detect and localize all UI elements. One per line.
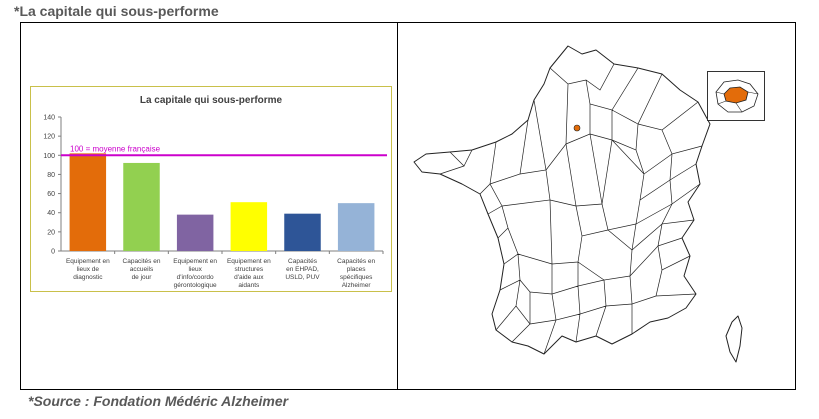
y-tick-label: 20: [47, 229, 55, 236]
bar: [230, 202, 268, 251]
source-note: *Source : Fondation Médéric Alzheimer: [28, 393, 289, 409]
paris-inset: [707, 71, 765, 121]
content-frame: [20, 22, 796, 390]
y-tick-label: 40: [47, 210, 55, 217]
chart-title: La capitale qui sous-performe: [139, 95, 283, 106]
category-label: Equipement en lieux de diagnostic: [65, 258, 110, 281]
bar: [176, 214, 214, 251]
y-tick-label: 140: [43, 115, 55, 122]
corsica: [725, 315, 743, 363]
category-label: Capacités en places spécifiques Alzheimer: [337, 258, 376, 289]
bar: [123, 162, 160, 251]
bar-chart: La capitale qui sous-performe 0 20 40 60 80 1…: [30, 86, 392, 292]
bar: [69, 153, 107, 251]
france-departments-map: [413, 45, 743, 363]
y-tick-label: 0: [51, 249, 55, 256]
france-map: [400, 24, 794, 388]
france-outline: [413, 45, 711, 355]
y-tick-label: 80: [47, 172, 55, 179]
page-title: *La capitale qui sous-performe: [14, 3, 219, 19]
y-tick-label: 120: [43, 134, 55, 141]
paris-inset-map: [715, 79, 759, 113]
category-label: Equipement en lieux d'info/coordo gérontolo…: [173, 258, 218, 289]
bar: [337, 203, 375, 251]
department-borders: [439, 63, 703, 355]
paris-marker: [573, 124, 581, 132]
chart-plot: 0 20 40 60 80 100 120 140 100 = moyenne français…: [43, 115, 387, 256]
category-label: Capacités en accueils de jour: [122, 258, 161, 281]
category-label: Capacités en EHPAD, USLD, PUV: [285, 258, 320, 281]
category-label: Equipement en structures d'aide aux aidants: [226, 258, 271, 289]
y-tick-label: 60: [47, 191, 55, 198]
frame-divider: [397, 22, 398, 390]
bar: [284, 213, 321, 251]
reference-line-label: 100 = moyenne française: [70, 144, 161, 153]
paris-highlight: [723, 86, 749, 104]
y-tick-label: 100: [43, 153, 55, 160]
